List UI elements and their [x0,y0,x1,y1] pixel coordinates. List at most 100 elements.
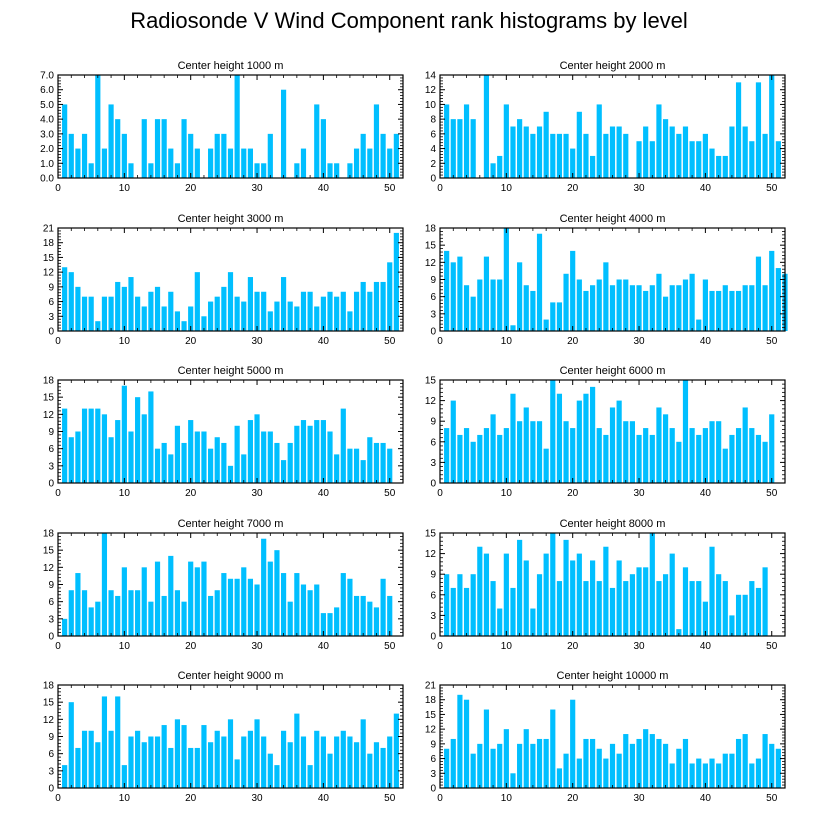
bar [470,441,476,483]
y-tick-label: 21 [425,681,437,692]
bar [603,434,609,483]
bar [320,119,326,178]
x-tick-label: 30 [251,336,263,347]
bar [536,233,543,331]
x-tick-label: 20 [567,183,579,194]
bar [194,431,200,483]
bar [221,573,227,636]
y-tick-label: 12 [425,85,437,96]
bar [543,738,549,788]
bar [470,753,476,788]
bar [128,590,134,636]
bar [643,290,649,331]
bar [755,434,762,483]
x-tick-label: 50 [384,641,396,652]
bar [629,574,635,636]
bar [755,256,762,331]
bar [623,734,629,788]
bar [749,285,755,331]
bar [353,148,360,178]
bar [254,719,260,788]
bar [307,425,313,483]
panel-8: Center height 8000 m 0 3 6 9 12 15 0 10 20 30 40 50 [425,518,786,652]
bar [267,753,273,788]
x-tick-label: 0 [437,488,443,499]
bar [570,148,576,178]
bar [234,578,240,636]
bar [367,291,373,331]
bar [314,306,320,331]
bar [141,119,147,178]
bar [530,290,536,331]
bar [503,729,509,788]
bar [387,262,393,331]
bar [95,408,101,483]
bar [254,584,260,636]
y-tick-label: 0 [48,479,54,490]
y-tick-label: 12 [43,268,55,279]
bar [367,148,373,178]
x-tick-label: 10 [501,336,513,347]
bar [702,428,708,483]
bar [353,742,360,788]
bar [188,747,194,788]
bar [247,420,253,483]
x-tick-label: 30 [633,336,645,347]
y-tick-label: 3 [48,766,54,777]
bar [729,434,735,483]
panel-title: Center height 10000 m [557,670,669,682]
bar [373,104,380,178]
x-tick-label: 50 [384,488,396,499]
bar [300,736,307,788]
bar [709,421,715,483]
bar [340,408,346,483]
bar [307,590,313,636]
bar [95,321,101,331]
y-tick-label: 1.0 [40,159,54,170]
bar [121,567,127,636]
bar [457,119,463,178]
y-tick-label: 12 [43,715,55,726]
x-tick-label: 10 [119,336,131,347]
x-tick-label: 0 [437,183,443,194]
x-tick-label: 40 [318,183,330,194]
bar [457,574,463,636]
bar [603,546,609,636]
bar [609,587,616,636]
bar [510,126,516,178]
bar [81,296,88,331]
bar [241,301,247,331]
bar [523,729,529,788]
bar [450,262,456,331]
bar [188,133,194,178]
bar [662,119,669,178]
bar [649,734,655,788]
bar [543,111,549,178]
y-tick-label: 15 [425,241,437,252]
bar [450,119,456,178]
bar [510,773,516,788]
bar [755,758,762,788]
y-tick-label: 0 [430,174,436,185]
y-tick-label: 8 [430,115,436,126]
bar [300,291,307,331]
bar [470,296,476,331]
x-tick-label: 30 [633,641,645,652]
bar [261,736,267,788]
bar [208,595,214,636]
bar [643,729,649,788]
bar [380,442,386,483]
bar [168,148,174,178]
bar [115,696,121,788]
bar [729,753,735,788]
bar [340,573,346,636]
bar [616,279,622,331]
bar [108,590,114,636]
bar [550,302,556,331]
bar [280,277,287,331]
bar [457,694,463,788]
y-tick-label: 9 [430,275,436,286]
bar [287,742,293,788]
y-tick-label: 12 [425,549,437,560]
